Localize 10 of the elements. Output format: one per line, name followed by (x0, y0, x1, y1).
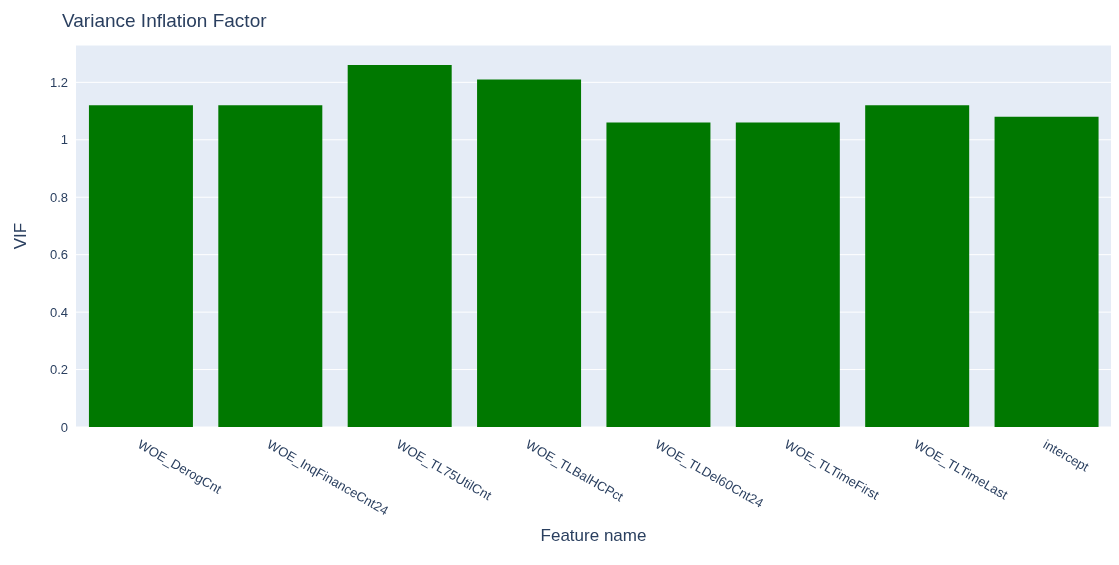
x-axis-title: Feature name (540, 526, 647, 545)
y-tick-label: 0.2 (49, 362, 68, 378)
y-tick-label: 1 (60, 132, 68, 148)
y-tick-label: 0.8 (49, 189, 68, 205)
y-tick-label: 0.6 (49, 247, 68, 263)
y-tick-label: 1.2 (49, 74, 68, 90)
y-axis-title: VIF (11, 222, 31, 250)
chart-title: Variance Inflation Factor (62, 10, 267, 32)
y-tick-label: 0 (60, 419, 68, 435)
y-tick-label: 0.4 (49, 304, 68, 320)
